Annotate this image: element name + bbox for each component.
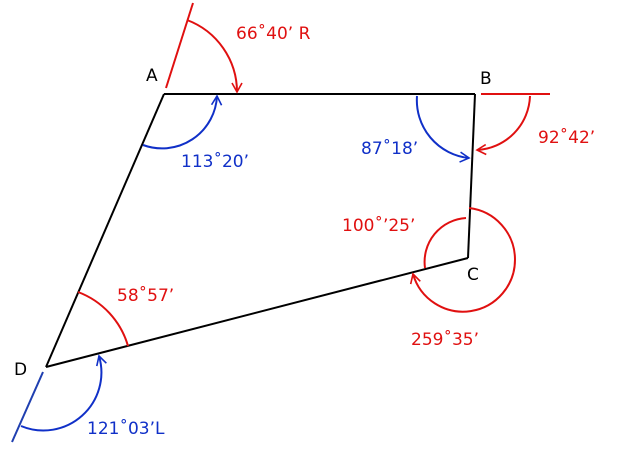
edge-cd [45, 257, 469, 368]
arc-c-exterior [409, 207, 516, 313]
arc-b-deflection [475, 95, 531, 156]
arc-c-interior [423, 217, 467, 269]
angle-label-d-interior: 58˚57’ [117, 285, 174, 306]
angle-label-a-interior: 113˚20’ [181, 151, 249, 172]
vertex-label-b: B [480, 69, 492, 89]
arc-b-interior [415, 95, 471, 163]
angle-label-c-exterior: 259˚35’ [411, 329, 479, 350]
angle-label-c-interior: 100˚’25’ [342, 215, 415, 236]
arc-d-deflection [20, 354, 107, 432]
arc-d-interior [77, 291, 129, 347]
angle-label-a-bearing: 66˚40’ R [236, 23, 311, 44]
angle-label-d-deflection: 121˚03’L [87, 418, 165, 439]
angle-label-b-deflection: 92˚42’ [538, 127, 595, 148]
extension-line-d [11, 371, 44, 443]
arc-a-bearing [186, 19, 243, 94]
vertex-label-a: A [146, 66, 158, 86]
arc-a-interior [142, 94, 223, 150]
angle-label-b-interior: 87˚18’ [361, 138, 418, 159]
vertex-label-c: C [467, 265, 479, 285]
edge-bc [467, 93, 476, 259]
edge-da [45, 93, 165, 368]
vertex-label-d: D [14, 360, 27, 380]
extension-line-a [165, 2, 194, 89]
